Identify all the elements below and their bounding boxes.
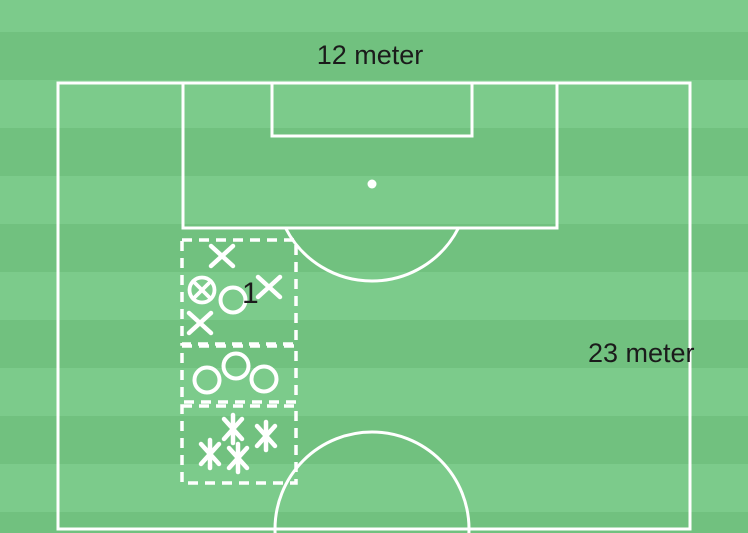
- marker-number-label[interactable]: 1: [242, 277, 259, 310]
- marker-circle[interactable]: [249, 364, 279, 394]
- marker-x[interactable]: [186, 310, 214, 336]
- drill-zone-2[interactable]: [180, 344, 298, 404]
- marker-circle[interactable]: [221, 351, 251, 381]
- pitch-outline: [56, 81, 692, 531]
- drill-zone-3[interactable]: [180, 404, 298, 485]
- marker-asterisk[interactable]: [254, 419, 278, 453]
- marker-circle[interactable]: [192, 365, 222, 395]
- marker-asterisk[interactable]: [226, 441, 250, 475]
- center-circle: [273, 430, 471, 533]
- drill-zone-1[interactable]: [180, 238, 298, 346]
- marker-asterisk[interactable]: [198, 437, 222, 471]
- marker-x[interactable]: [255, 274, 283, 300]
- goal-area: [270, 81, 474, 138]
- distance-label-right[interactable]: 23 meter: [588, 338, 695, 368]
- marker-asterisk[interactable]: [221, 412, 245, 446]
- penalty-spot: [367, 179, 377, 189]
- penalty-arc: [284, 227, 460, 283]
- distance-label-top[interactable]: 12 meter: [316, 40, 424, 70]
- marker-circle[interactable]: [218, 285, 248, 315]
- penalty-area: [181, 81, 559, 230]
- marker-circle-x[interactable]: [187, 275, 217, 305]
- marker-x[interactable]: [208, 243, 236, 269]
